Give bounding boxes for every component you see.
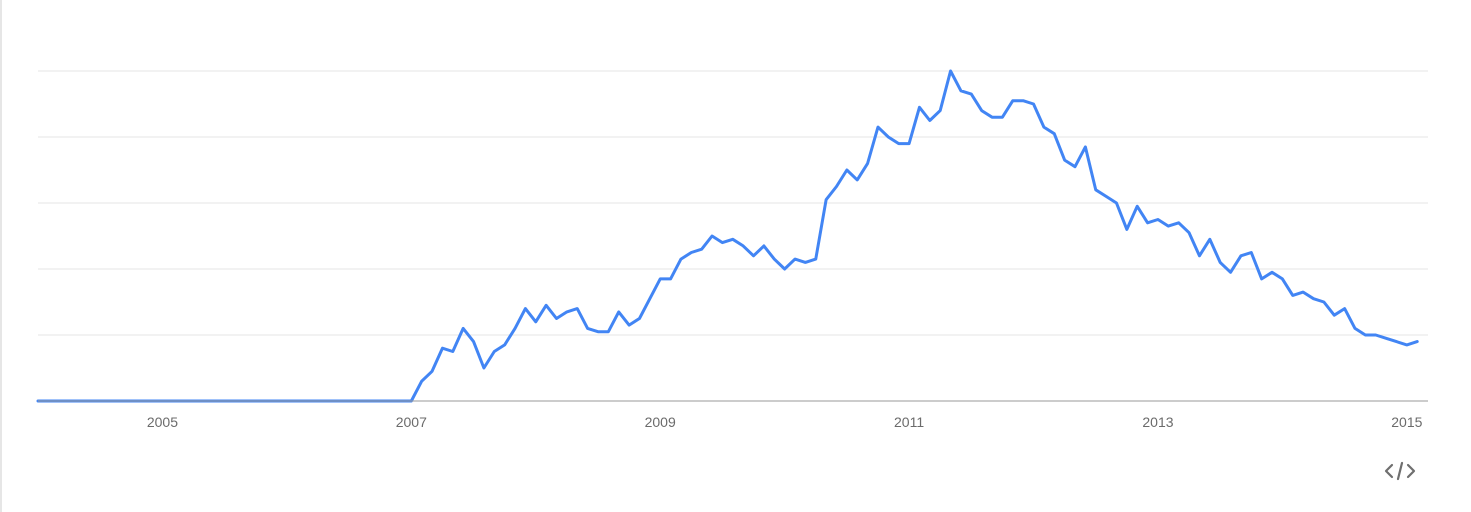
embed-button[interactable] xyxy=(1378,456,1422,486)
series-layer xyxy=(36,69,1419,403)
axis-layer: 2005 2007 2009 2011 2013 2015 xyxy=(38,400,1428,430)
series-line-1 xyxy=(36,69,1419,403)
x-tick-label-2009: 2009 xyxy=(645,414,676,430)
x-tick-label-2011: 2011 xyxy=(894,414,924,430)
x-tick-label-2013: 2013 xyxy=(1142,414,1173,430)
grid-layer xyxy=(38,70,1428,336)
x-tick-label-2005: 2005 xyxy=(147,414,178,430)
x-tick-label-2007: 2007 xyxy=(396,414,427,430)
code-embed-icon xyxy=(1384,461,1416,481)
chart-left-border xyxy=(0,0,2,512)
x-tick-label-2015: 2015 xyxy=(1391,414,1422,430)
